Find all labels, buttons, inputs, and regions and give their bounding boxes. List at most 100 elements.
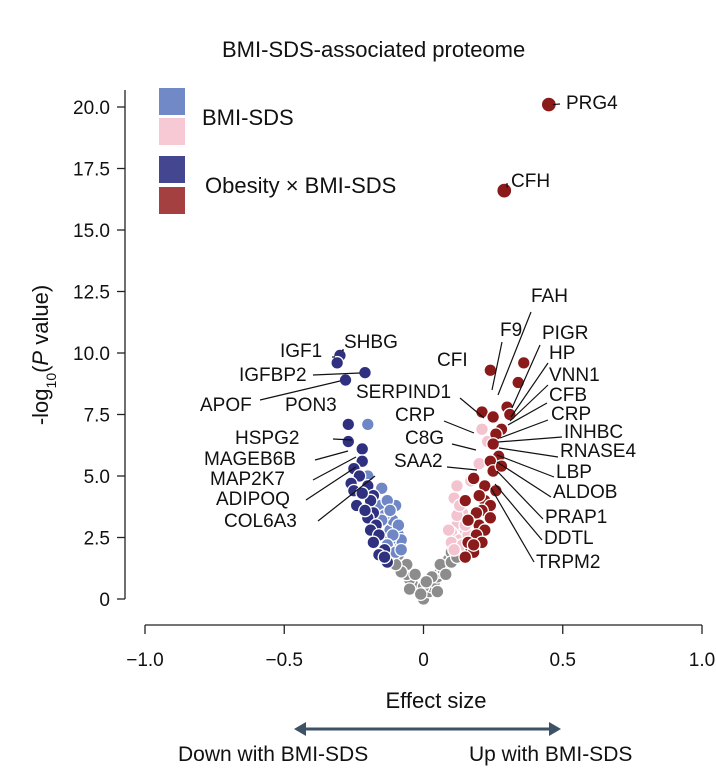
- gene-label: CFI: [437, 350, 468, 371]
- gene-label: FAH: [531, 286, 568, 307]
- leader-line: [510, 362, 549, 418]
- data-point-cfh: [496, 182, 513, 199]
- data-point: [360, 417, 375, 432]
- data-point: [466, 537, 481, 552]
- leader-line: [511, 344, 541, 409]
- gene-label: INHBC: [564, 422, 623, 443]
- leader-line: [314, 450, 349, 461]
- data-point: [355, 486, 370, 501]
- gene-label: CFH: [511, 171, 550, 192]
- data-point: [330, 355, 345, 370]
- x-tick-label: 1.0: [689, 650, 715, 671]
- data-point: [466, 471, 481, 486]
- y-axis-label-part: 10: [43, 373, 59, 389]
- y-tick-label: 2.5: [84, 529, 110, 550]
- data-point: [486, 410, 501, 424]
- data-point: [511, 375, 526, 390]
- data-point: [483, 510, 498, 525]
- gene-label: HSPG2: [235, 428, 299, 449]
- y-tick-label: 10.0: [73, 344, 110, 365]
- legend-label-obesity-bmi-sds: Obesity × BMI-SDS: [205, 173, 396, 198]
- data-point: [472, 488, 487, 503]
- leader-line: [451, 443, 477, 451]
- leader-line: [443, 420, 475, 434]
- gene-label: F9: [500, 320, 522, 341]
- leader-line: [312, 372, 361, 376]
- leader-line: [498, 447, 559, 458]
- legend-swatch-obesity-down: [159, 156, 185, 183]
- leader-line: [499, 419, 549, 439]
- data-point: [438, 567, 453, 582]
- y-axis-label-part: value): [28, 285, 53, 351]
- data-point: [458, 550, 473, 565]
- data-point: [408, 567, 423, 582]
- chart-title: BMI-SDS-associated proteome: [222, 37, 526, 62]
- gene-label: IGFBP2: [239, 365, 307, 386]
- data-point: [516, 355, 531, 370]
- gene-label: C8G: [405, 428, 444, 449]
- leader-line: [497, 436, 563, 443]
- data-point: [475, 422, 489, 437]
- data-point: [419, 574, 434, 589]
- data-point: [472, 456, 487, 471]
- direction-up-label: Up with BMI-SDS: [469, 743, 633, 766]
- gene-labels: PRG4 CFH SHBG IGF1 IGFBP2 APOF PON3 HSPG2MAGEB6…: [200, 93, 636, 573]
- gene-label: PIGR: [542, 323, 588, 344]
- axes: −1.0 −0.5 0 0.5 1.0 0 2.5 5.0 7.5 10.0 12.5 15.0 17.…: [28, 90, 715, 713]
- leader-line: [509, 384, 549, 422]
- direction-arrow-left-head: [294, 722, 306, 736]
- legend-swatch-bmi-sds-up: [159, 118, 185, 145]
- data-point: [441, 523, 456, 538]
- direction-arrow-right-head: [549, 722, 561, 736]
- data-point: [486, 437, 501, 451]
- leader-line: [507, 402, 548, 426]
- leader-line: [496, 470, 544, 520]
- legend-swatch-bmi-sds-down: [159, 88, 185, 115]
- gene-label: COL6A3: [224, 511, 297, 532]
- data-point: [341, 434, 356, 449]
- label-leader-lines: [259, 103, 563, 563]
- gene-label: DDTL: [544, 528, 594, 549]
- gene-label: TRPM2: [536, 552, 600, 573]
- x-axis-label: Effect size: [385, 688, 486, 713]
- gene-label: APOF: [200, 395, 252, 416]
- leader-line: [490, 487, 535, 563]
- direction-arrow: [294, 722, 561, 736]
- gene-label: CRP: [395, 405, 435, 426]
- data-point: [355, 441, 370, 456]
- leader-line: [446, 466, 478, 471]
- gene-label: IGF1: [280, 341, 322, 362]
- x-tick-label: −1.0: [126, 650, 164, 671]
- data-points: [330, 96, 557, 606]
- gene-label: MAGEB6B: [204, 449, 296, 470]
- y-tick-label: 17.5: [73, 160, 110, 181]
- y-tick-label: 15.0: [73, 221, 110, 242]
- y-tick-label: 20.0: [73, 98, 110, 119]
- data-point: [341, 417, 356, 432]
- gene-label: RNASE4: [560, 441, 636, 462]
- data-point: [413, 587, 428, 602]
- y-axis-label: -log10(P value): [28, 285, 59, 425]
- gene-label: ALDOB: [553, 482, 617, 503]
- y-tick-label: 0: [99, 590, 110, 611]
- data-point: [394, 542, 409, 557]
- gene-label: HP: [549, 343, 575, 364]
- gene-label: PRG4: [566, 93, 618, 114]
- leader-line: [332, 438, 353, 441]
- leader-line: [259, 380, 341, 401]
- gene-label: PRAP1: [545, 507, 607, 528]
- leader-line: [312, 456, 357, 481]
- data-point: [447, 542, 462, 557]
- leader-line: [459, 397, 485, 419]
- data-point: [338, 373, 353, 388]
- y-axis-label-part: P: [28, 351, 53, 366]
- leader-line: [496, 454, 555, 478]
- gene-label: MAP2K7: [210, 469, 285, 490]
- data-point: [458, 493, 473, 508]
- leader-line: [496, 461, 552, 498]
- data-point: [502, 407, 517, 422]
- data-point: [383, 503, 398, 518]
- legend-swatch-obesity-up: [159, 187, 185, 214]
- data-point: [430, 584, 445, 599]
- leader-line: [497, 311, 532, 396]
